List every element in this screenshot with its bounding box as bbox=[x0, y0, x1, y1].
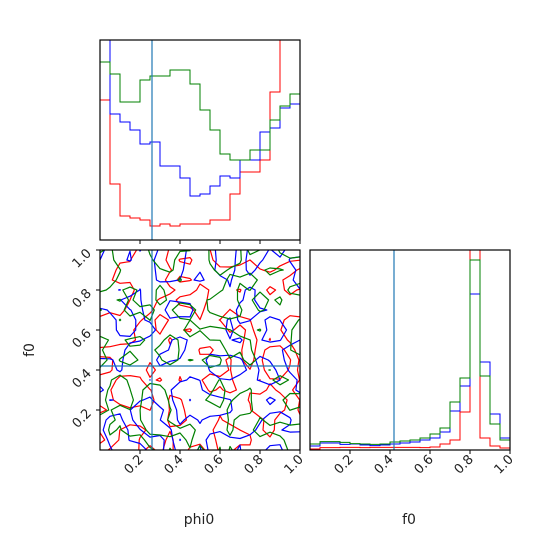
hist-f0-xtick-label: 0.4 bbox=[372, 452, 397, 477]
hist-f0-panel: 0.2 0.4 0.6 0.8 1.0 bbox=[309, 249, 517, 477]
hist-f0-xtick-label: 1.0 bbox=[492, 452, 517, 477]
contour-series-0 bbox=[100, 250, 300, 450]
hist-f0-xtick-label: 0.2 bbox=[332, 452, 357, 477]
contour-phi0-f0-panel: 0.2 0.4 0.6 0.8 1.0 0.2 0.4 0.6 0.8 1.0 bbox=[70, 246, 307, 477]
contour-xtick-label: 0.6 bbox=[202, 452, 227, 477]
contour-series-2 bbox=[100, 250, 300, 450]
contour-ytick-label: 1.0 bbox=[70, 246, 95, 271]
contour-ytick-label: 0.4 bbox=[70, 366, 95, 391]
contour-xtick-label: 0.2 bbox=[122, 452, 147, 477]
hist-phi0-frame bbox=[99, 39, 301, 241]
hist-f0-xtick-label: 0.8 bbox=[452, 452, 477, 477]
contour-series-2 bbox=[100, 250, 300, 450]
contour-ytick-label: 0.6 bbox=[70, 326, 95, 351]
hist-phi0-series-2 bbox=[100, 61, 300, 240]
contour-series-1 bbox=[100, 250, 300, 450]
contour-ytick-label: 0.2 bbox=[70, 406, 95, 431]
hist-f0-frame bbox=[309, 249, 511, 451]
x-axis-label-phi0: phi0 bbox=[184, 512, 215, 528]
contour-ytick-label: 0.8 bbox=[70, 286, 95, 311]
hist-f0-series-0 bbox=[310, 250, 510, 450]
hist-f0-xtick-label: 0.6 bbox=[412, 452, 437, 477]
x-axis-label-f0: f0 bbox=[402, 512, 416, 528]
contour-xtick-label: 0.4 bbox=[162, 452, 187, 477]
hist-phi0-panel bbox=[99, 39, 301, 244]
hist-phi0-series-0 bbox=[100, 40, 300, 240]
contour-xtick-label: 1.0 bbox=[282, 452, 307, 477]
contour-frame bbox=[99, 249, 301, 451]
contour-xtick-label: 0.8 bbox=[242, 452, 267, 477]
contour-series-0 bbox=[100, 250, 300, 450]
y-axis-label-f0: f0 bbox=[22, 343, 38, 357]
hist-f0-series-2 bbox=[310, 259, 510, 450]
